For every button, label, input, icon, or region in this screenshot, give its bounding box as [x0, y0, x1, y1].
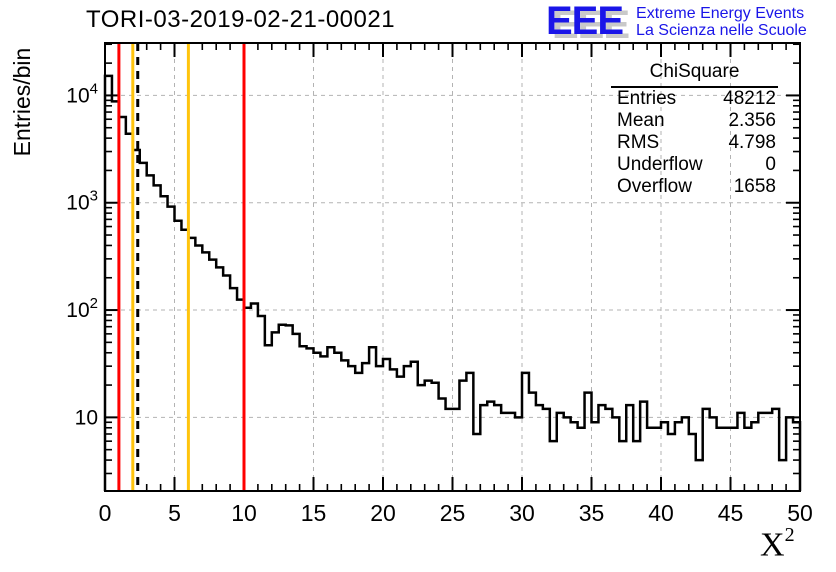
y-tick-label: 10	[75, 406, 98, 429]
x-tick-label: 35	[579, 500, 605, 526]
eee-logo-taglines: Extreme Energy Events La Scienza nelle S…	[636, 4, 807, 39]
eee-logo-tagline-2: La Scienza nelle Scuole	[636, 22, 807, 39]
x-tick-label: 25	[440, 500, 466, 526]
x-tick-label: 45	[718, 500, 744, 526]
x-tick-label: 30	[509, 500, 535, 526]
x-tick-label: 20	[370, 500, 396, 526]
x-tick-label: 0	[99, 500, 112, 526]
x-tick-label: 15	[301, 500, 327, 526]
y-tick-label: 103	[66, 188, 98, 215]
y-tick-label: 102	[66, 295, 98, 322]
x-tick-label: 50	[787, 500, 813, 526]
stats-row-overflow: Overflow 1658	[611, 176, 778, 198]
x-tick-label: 10	[231, 500, 257, 526]
y-axis-title: Entries/bin	[9, 47, 35, 157]
histogram-line-group	[103, 74, 802, 491]
stats-label: Mean	[617, 110, 665, 131]
stats-label: RMS	[617, 132, 660, 153]
threshold-lines-group	[117, 43, 246, 491]
stats-row-rms: RMS 4.798	[611, 132, 778, 154]
stats-row-mean: Mean 2.356	[611, 110, 778, 132]
axis-labels-group: 0 5 10 15 20 25 30 35 40 45 50 10 102 103 104	[66, 80, 813, 526]
stats-label: Entries	[617, 88, 677, 109]
x-tick-label: 40	[648, 500, 674, 526]
eee-logo-tagline-1: Extreme Energy Events	[636, 5, 805, 22]
stats-box: ChiSquare Entries 48212 Mean 2.356 RMS 4…	[611, 60, 778, 198]
x-axis-title-base: X	[760, 526, 785, 564]
chisquare-histogram-line	[103, 74, 802, 491]
eee-logo-letters: EEE	[546, 0, 624, 43]
stats-value: 2.356	[728, 110, 776, 131]
eee-logo: EEE Extreme Energy Events La Scienza nel…	[546, 0, 807, 43]
x-tick-label: 5	[168, 500, 181, 526]
stats-label: Overflow	[617, 176, 692, 197]
x-axis-title-exponent: 2	[784, 524, 795, 546]
stats-value: 1658	[733, 176, 776, 197]
stats-box-title: ChiSquare	[611, 60, 778, 88]
stats-value: 4.798	[728, 132, 776, 153]
stats-value: 0	[765, 154, 776, 175]
x-axis-title: X2	[760, 524, 795, 564]
stats-value: 48212	[723, 88, 776, 109]
stats-row-entries: Entries 48212	[611, 88, 778, 110]
stats-row-underflow: Underflow 0	[611, 154, 778, 176]
plot-frame-group	[104, 42, 801, 492]
stats-label: Underflow	[617, 154, 703, 175]
y-tick-label: 104	[66, 80, 98, 107]
plot-title: TORI-03-2019-02-21-00021	[86, 6, 396, 33]
